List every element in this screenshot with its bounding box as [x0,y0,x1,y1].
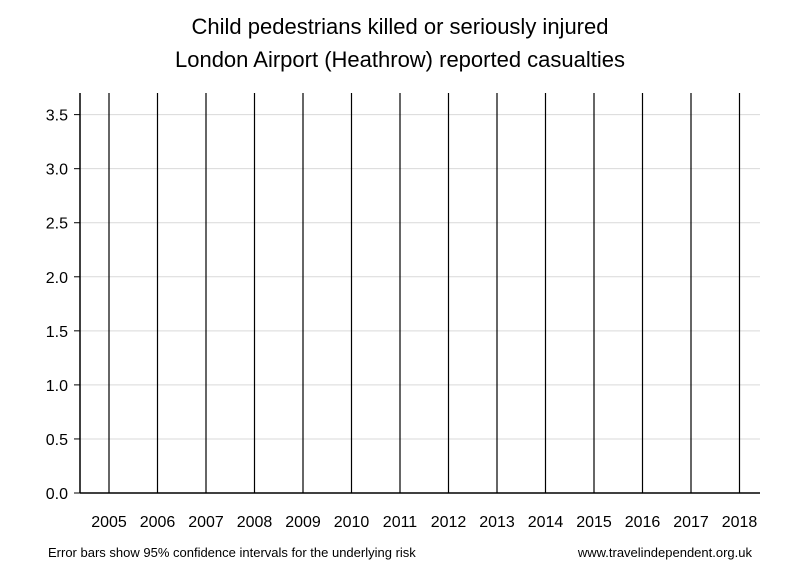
x-tick-label: 2007 [188,514,224,531]
x-tick-label: 2011 [383,514,418,531]
x-tick-label: 2010 [334,514,370,531]
y-tick-label: 3.5 [46,108,68,125]
x-tick-label: 2008 [237,514,273,531]
x-tick-label: 2009 [285,514,321,531]
x-tick-label: 2018 [722,514,758,531]
x-tick-label: 2017 [673,514,709,531]
x-tick-label: 2005 [91,514,127,531]
y-tick-label: 0.5 [46,432,68,449]
y-tick-label: 0.0 [46,486,68,503]
chart-title: Child pedestrians killed or seriously in… [191,14,609,39]
x-tick-label: 2015 [576,514,612,531]
y-tick-label: 1.0 [46,378,68,395]
y-tick-label: 3.0 [46,162,68,179]
source-url: www.travelindependent.org.uk [577,545,752,560]
y-tick-label: 2.0 [46,270,68,287]
x-tick-label: 2012 [431,514,467,531]
x-tick-label: 2013 [479,514,515,531]
x-tick-label: 2016 [625,514,661,531]
x-tick-label: 2006 [140,514,176,531]
error-bar-note: Error bars show 95% confidence intervals… [48,545,416,560]
chart-subtitle: London Airport (Heathrow) reported casua… [174,47,626,72]
x-tick-label: 2014 [528,514,564,531]
y-tick-label: 1.5 [46,324,68,341]
y-tick-label: 2.5 [46,216,68,233]
